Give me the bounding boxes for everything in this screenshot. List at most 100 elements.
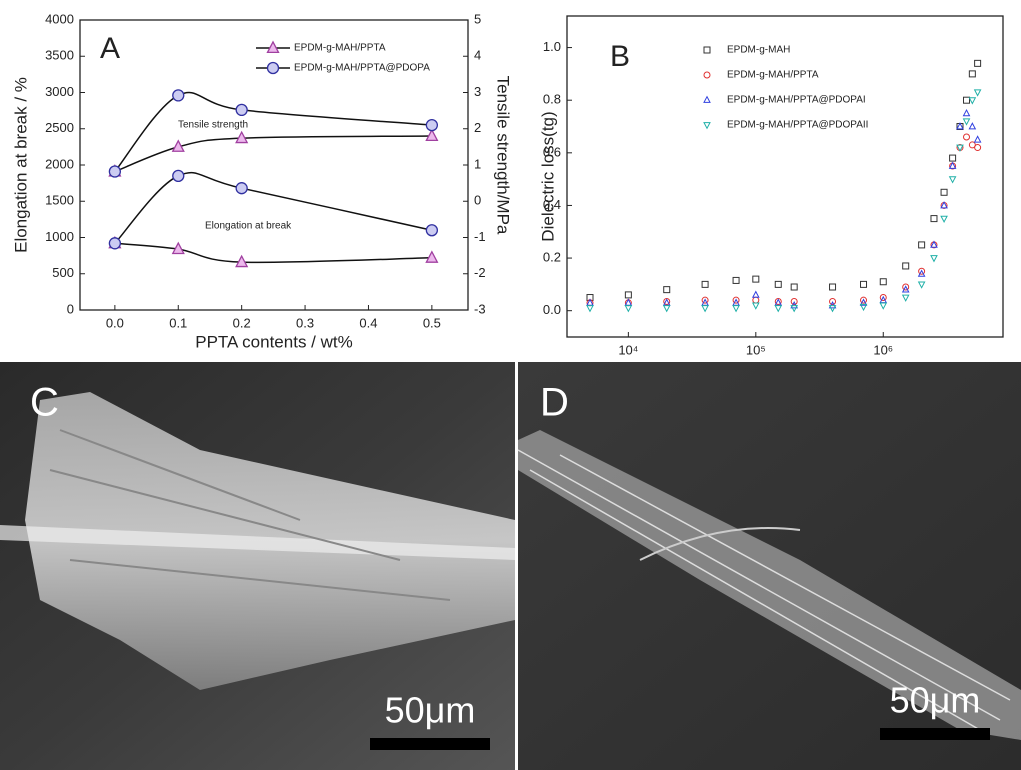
legend-label: EPDM-g-MAH/PPTA@PDOPAII bbox=[727, 120, 868, 131]
marker bbox=[704, 123, 710, 129]
marker bbox=[702, 306, 708, 312]
marker bbox=[957, 123, 963, 129]
marker bbox=[964, 97, 970, 103]
image-c: C 50μm bbox=[0, 362, 515, 770]
legend-label: EPDM-g-MAH/PPTA@PDOPAI bbox=[727, 95, 866, 106]
marker bbox=[975, 145, 981, 151]
marker bbox=[964, 134, 970, 140]
y-tick-label: 3500 bbox=[45, 48, 74, 63]
legend-label: EPDM-g-MAH/PPTA bbox=[727, 70, 819, 81]
marker bbox=[830, 306, 836, 312]
marker bbox=[173, 170, 184, 181]
marker bbox=[775, 306, 781, 312]
marker bbox=[753, 303, 759, 309]
panel-label: A bbox=[100, 32, 120, 65]
y-tick-label: 0.2 bbox=[543, 250, 561, 265]
marker bbox=[964, 110, 970, 116]
marker bbox=[775, 281, 781, 287]
annotation: Tensile strength bbox=[178, 120, 248, 131]
y-tick-label: 1500 bbox=[45, 193, 74, 208]
y2-tick-label: 5 bbox=[474, 11, 481, 26]
y-tick-label: 0 bbox=[67, 301, 74, 316]
marker bbox=[950, 155, 956, 161]
y2-tick-label: -1 bbox=[474, 229, 486, 244]
marker bbox=[664, 287, 670, 293]
marker bbox=[704, 72, 710, 78]
y-tick-label: 3000 bbox=[45, 84, 74, 99]
x-axis-title: PPTA contents / wt% bbox=[195, 332, 352, 351]
marker bbox=[903, 263, 909, 269]
x-tick-label: 10⁶ bbox=[873, 342, 893, 357]
y-tick-label: 1000 bbox=[45, 229, 74, 244]
marker bbox=[919, 282, 925, 288]
figure: C 50μm D 50μm 05001000150020002500300035… bbox=[0, 0, 1021, 770]
marker bbox=[625, 306, 631, 312]
scale-label: 50μm bbox=[890, 680, 981, 721]
y2-tick-label: 2 bbox=[474, 120, 481, 135]
y-tick-label: 0.0 bbox=[543, 302, 561, 317]
marker bbox=[173, 90, 184, 101]
x-tick-label: 0.4 bbox=[359, 315, 377, 330]
x-tick-label: 0.1 bbox=[169, 315, 187, 330]
marker bbox=[109, 166, 120, 177]
x-tick-label: 0.3 bbox=[296, 315, 314, 330]
image-d: D 50μm bbox=[518, 362, 1021, 770]
marker bbox=[733, 277, 739, 283]
marker bbox=[733, 306, 739, 312]
y-tick-label: 2500 bbox=[45, 120, 74, 135]
scale-label: 50μm bbox=[385, 690, 476, 731]
image-label: C bbox=[30, 381, 59, 425]
marker bbox=[791, 284, 797, 290]
y-tick-label: 0.8 bbox=[543, 92, 561, 107]
y2-tick-label: -2 bbox=[474, 265, 486, 280]
y-axis-title: Dielectric loss(tg) bbox=[538, 111, 557, 241]
marker bbox=[861, 281, 867, 287]
y-tick-label: 2000 bbox=[45, 156, 74, 171]
marker bbox=[903, 295, 909, 301]
y2-tick-label: 4 bbox=[474, 48, 481, 63]
marker bbox=[880, 303, 886, 309]
marker bbox=[268, 63, 279, 74]
y2-tick-label: 1 bbox=[474, 156, 481, 171]
marker bbox=[969, 71, 975, 77]
legend-label: EPDM-g-MAH/PPTA bbox=[294, 43, 386, 54]
marker bbox=[919, 242, 925, 248]
marker bbox=[426, 130, 437, 140]
curve bbox=[115, 243, 432, 262]
plot-frame bbox=[567, 16, 1003, 337]
y-tick-label: 500 bbox=[52, 265, 74, 280]
marker bbox=[964, 119, 970, 125]
y-tick-label: 1.0 bbox=[543, 39, 561, 54]
marker bbox=[941, 189, 947, 195]
marker bbox=[753, 297, 759, 303]
marker bbox=[268, 42, 279, 52]
curve bbox=[115, 136, 432, 172]
y2-tick-label: 3 bbox=[474, 84, 481, 99]
marker bbox=[587, 306, 593, 312]
marker bbox=[880, 279, 886, 285]
y-tick-label: 4000 bbox=[45, 11, 74, 26]
x-tick-label: 0.0 bbox=[106, 315, 124, 330]
marker bbox=[664, 306, 670, 312]
marker bbox=[236, 183, 247, 194]
marker bbox=[975, 90, 981, 96]
marker bbox=[109, 238, 120, 249]
annotation: Elongation at break bbox=[205, 221, 292, 232]
marker bbox=[625, 292, 631, 298]
image-label: D bbox=[540, 381, 569, 425]
marker bbox=[704, 97, 710, 103]
marker bbox=[950, 177, 956, 183]
marker bbox=[791, 306, 797, 312]
x-tick-label: 0.5 bbox=[423, 315, 441, 330]
y-axis-title: Elongation at break / % bbox=[11, 77, 30, 253]
marker bbox=[426, 225, 437, 236]
marker bbox=[704, 47, 710, 53]
y2-tick-label: -3 bbox=[474, 301, 486, 316]
marker bbox=[702, 281, 708, 287]
panel-label: B bbox=[610, 40, 630, 73]
marker bbox=[969, 98, 975, 104]
curve bbox=[115, 173, 432, 244]
legend-label: EPDM-g-MAH bbox=[727, 45, 790, 56]
y2-tick-label: 0 bbox=[474, 193, 481, 208]
x-tick-label: 0.2 bbox=[233, 315, 251, 330]
